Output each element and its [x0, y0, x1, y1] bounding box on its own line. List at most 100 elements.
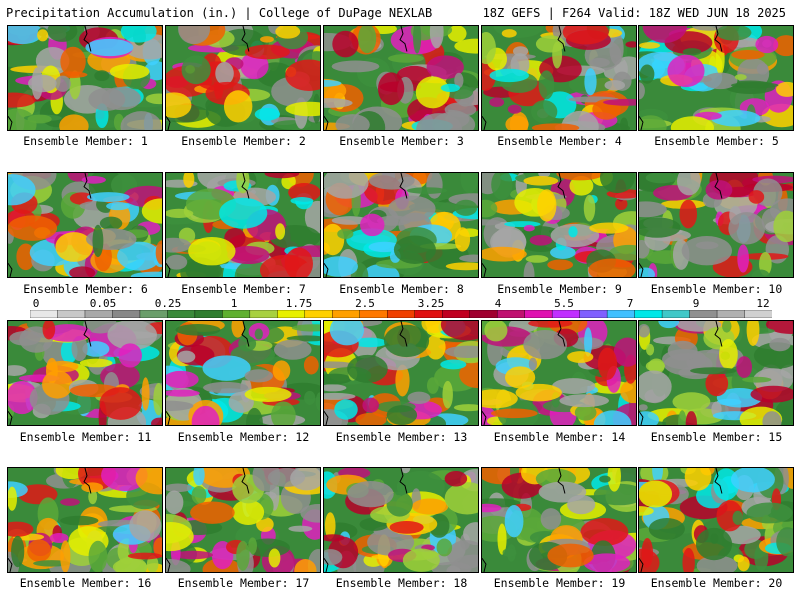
precip-map-7 [166, 173, 320, 277]
legend-swatch [579, 310, 608, 318]
legend-swatch [167, 310, 196, 318]
legend-swatch [304, 310, 333, 318]
precip-map-1 [8, 26, 162, 130]
title-left: Precipitation Accumulation (in.) | Colle… [6, 6, 433, 20]
ensemble-panel-19 [481, 467, 637, 573]
panel-caption: Ensemble Member: 4 [497, 134, 622, 148]
coastline-outline [482, 321, 566, 425]
panel-caption: Ensemble Member: 2 [181, 134, 306, 148]
precip-map-4 [482, 26, 636, 130]
panel-caption: Ensemble Member: 9 [497, 282, 622, 296]
panel-caption: Ensemble Member: 7 [181, 282, 306, 296]
ensemble-panel-5 [638, 25, 794, 131]
coastline-outline [639, 173, 723, 277]
legend-swatch [249, 310, 279, 318]
coastline-outline [166, 321, 250, 425]
legend-swatch [194, 310, 224, 318]
coastline-outline [482, 26, 566, 130]
panel-caption: Ensemble Member: 17 [177, 576, 310, 590]
precip-map-18 [324, 468, 478, 572]
precip-map-9 [482, 173, 636, 277]
panel-caption: Ensemble Member: 5 [654, 134, 779, 148]
panel-caption: Ensemble Member: 20 [650, 576, 783, 590]
legend-tick-label: 0.05 [89, 297, 117, 310]
ensemble-panel-13 [323, 320, 479, 426]
legend-swatch [414, 310, 443, 318]
precip-map-20 [639, 468, 793, 572]
precip-map-11 [8, 321, 162, 425]
precip-map-10 [639, 173, 793, 277]
legend-tick-label: 9 [692, 297, 700, 310]
panel-caption: Ensemble Member: 11 [19, 430, 152, 444]
panel-caption: Ensemble Member: 6 [23, 282, 148, 296]
coastline-outline [482, 173, 566, 277]
legend-swatch [359, 310, 388, 318]
ensemble-panel-15 [638, 320, 794, 426]
ensemble-panel-16 [7, 467, 163, 573]
precip-map-17 [166, 468, 320, 572]
ensemble-panel-11 [7, 320, 163, 426]
precip-map-8 [324, 173, 478, 277]
legend-swatch [112, 310, 141, 318]
legend-tick-label: 1 [230, 297, 238, 310]
coastline-outline [8, 321, 92, 425]
coastline-outline [324, 173, 408, 277]
precip-map-14 [482, 321, 636, 425]
ensemble-panel-17 [165, 467, 321, 573]
coastline-outline [8, 173, 92, 277]
precip-map-19 [482, 468, 636, 572]
legend-swatch [277, 310, 306, 318]
legend-swatch [524, 310, 553, 318]
legend-swatch [222, 310, 251, 318]
title-right: 18Z GEFS | F264 Valid: 18Z WED JUN 18 20… [482, 6, 786, 20]
precip-map-5 [639, 26, 793, 130]
panel-caption: Ensemble Member: 19 [493, 576, 626, 590]
legend-tick-label: 7 [626, 297, 634, 310]
panel-caption: Ensemble Member: 12 [177, 430, 310, 444]
legend-swatch [30, 310, 59, 318]
legend-swatch [689, 310, 718, 318]
panel-caption: Ensemble Member: 14 [493, 430, 626, 444]
legend-tick-label: 1.75 [285, 297, 313, 310]
legend-swatch [84, 310, 114, 318]
panel-caption: Ensemble Member: 1 [23, 134, 148, 148]
legend-tick-label: 5.5 [554, 297, 574, 310]
coastline-outline [166, 468, 250, 572]
precip-map-3 [324, 26, 478, 130]
color-legend-bar [30, 310, 772, 318]
legend-swatch [57, 310, 86, 318]
precip-map-15 [639, 321, 793, 425]
legend-swatch [606, 310, 636, 318]
panel-caption: Ensemble Member: 13 [335, 430, 468, 444]
ensemble-panel-14 [481, 320, 637, 426]
ensemble-panel-20 [638, 467, 794, 573]
legend-swatch [496, 310, 526, 318]
panel-caption: Ensemble Member: 10 [650, 282, 783, 296]
legend-swatch [716, 310, 746, 318]
precip-map-2 [166, 26, 320, 130]
coastline-outline [8, 468, 92, 572]
legend-swatch [661, 310, 691, 318]
legend-swatch [387, 310, 416, 318]
precip-map-13 [324, 321, 478, 425]
coastline-outline [639, 26, 723, 130]
legend-tick-label: 12 [756, 297, 770, 310]
ensemble-panel-4 [481, 25, 637, 131]
legend-swatch [469, 310, 498, 318]
coastline-outline [324, 26, 408, 130]
panel-caption: Ensemble Member: 8 [339, 282, 464, 296]
legend-swatch [551, 310, 581, 318]
ensemble-panel-3 [323, 25, 479, 131]
panel-caption: Ensemble Member: 18 [335, 576, 468, 590]
ensemble-panel-7 [165, 172, 321, 278]
legend-swatch [332, 310, 361, 318]
legend-swatch [634, 310, 663, 318]
ensemble-panel-1 [7, 25, 163, 131]
coastline-outline [639, 468, 723, 572]
precip-map-16 [8, 468, 162, 572]
ensemble-panel-8 [323, 172, 479, 278]
panel-caption: Ensemble Member: 15 [650, 430, 783, 444]
legend-tick-label: 3.25 [417, 297, 445, 310]
panel-caption: Ensemble Member: 3 [339, 134, 464, 148]
coastline-outline [324, 321, 408, 425]
